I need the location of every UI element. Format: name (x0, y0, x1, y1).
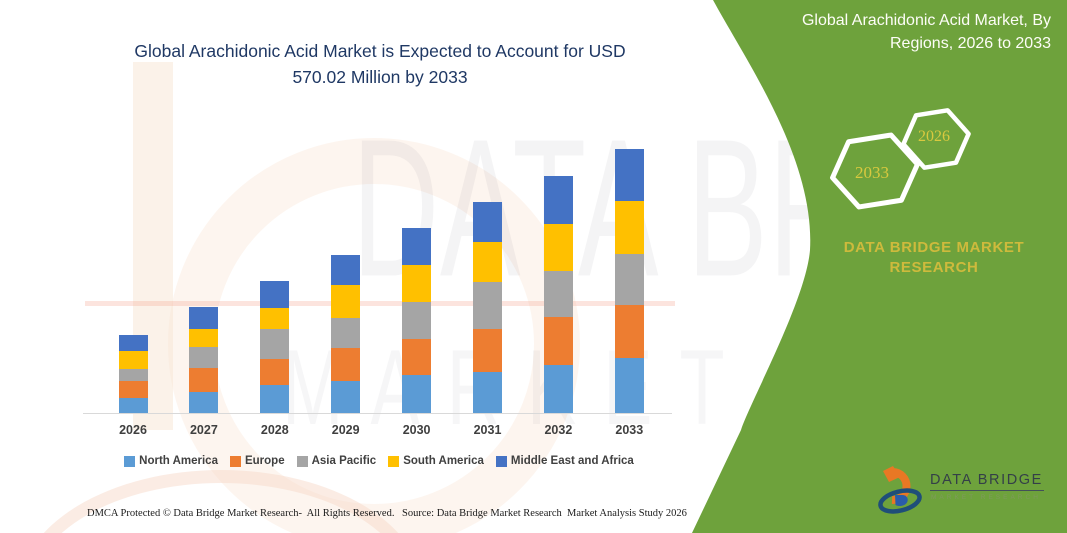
banner-heading-line2: Regions, 2026 to 2033 (889, 34, 1051, 52)
legend-label: Asia Pacific (311, 455, 377, 467)
footer-dmca-text: DMCA Protected © Data Bridge Market Rese… (87, 508, 395, 519)
watermark-pink-band (85, 301, 675, 306)
bar-segment (118, 335, 148, 351)
banner-heading-line1: Global Arachidonic Acid Market, By (801, 12, 1051, 29)
bar-segment (473, 372, 502, 413)
chart-title-line2: 570.02 Million by 2033 (292, 67, 468, 88)
bar-segment (402, 301, 432, 339)
stacked-bar-2030 (402, 228, 432, 413)
legend-swatch (296, 455, 308, 467)
x-axis-label: 2031 (473, 423, 502, 437)
legend-item: South America (388, 455, 484, 467)
hexagon-2033-label: 2033 (855, 163, 889, 182)
bar-chart-plot-area (83, 147, 675, 413)
stacked-bar-2026 (118, 335, 148, 413)
bar-segment (331, 254, 361, 286)
legend-item: North America (124, 455, 218, 467)
bar-segment (614, 201, 644, 255)
legend-item: Europe (229, 455, 285, 467)
x-axis-label: 2030 (402, 423, 431, 437)
bar-segment (118, 368, 148, 381)
stacked-bar-2027 (189, 307, 219, 413)
bar-segment (614, 149, 644, 202)
bar-segment (189, 328, 219, 348)
stacked-bar-2028 (260, 281, 290, 413)
banner-heading: Global Arachidonic Acid Market, By Regio… (751, 10, 1051, 55)
bar-segment (260, 307, 290, 330)
hexagon-2033 (830, 132, 920, 210)
x-axis-label: 2028 (260, 423, 289, 437)
footer-source-text: Source: Data Bridge Market Research Mark… (402, 508, 687, 519)
bar-segment (331, 317, 361, 348)
legend-swatch (495, 455, 507, 467)
legend-label: Europe (244, 455, 285, 467)
x-axis-label: 2027 (189, 423, 218, 437)
legend-label: Middle East and Africa (510, 455, 634, 467)
bar-segment (402, 265, 432, 302)
bar-segment (331, 285, 361, 318)
x-axis-label: 2026 (119, 423, 147, 437)
legend-swatch (388, 455, 400, 467)
bar-segment (402, 338, 432, 375)
bar-segment (614, 305, 644, 359)
bar-segment (189, 368, 219, 392)
bar-segment (189, 347, 219, 369)
stacked-bar-2033 (614, 149, 644, 413)
bar-segment (402, 374, 432, 413)
x-axis-label: 2029 (331, 423, 360, 437)
hexagon-2026-label: 2026 (918, 128, 950, 145)
legend-swatch (229, 455, 241, 467)
stacked-bar-2031 (473, 201, 502, 413)
bar-segment (331, 347, 361, 382)
bar-segment (614, 254, 644, 306)
logo-name-text: DATA BRIDGE (930, 472, 1043, 488)
chart-title: Global Arachidonic Acid Market is Expect… (118, 38, 642, 91)
bar-segment (260, 281, 290, 308)
bar-segment (118, 398, 148, 413)
bar-segment (473, 328, 502, 373)
x-axis-label: 2033 (615, 423, 644, 437)
hexagon-2026 (901, 108, 971, 170)
bar-segment (543, 270, 573, 318)
bar-segment (260, 358, 290, 386)
bar-segment (402, 228, 432, 266)
x-axis-line (83, 413, 672, 414)
stacked-bar-2029 (331, 254, 361, 413)
banner-brand-text: DATA BRIDGE MARKET RESEARCH (818, 238, 1050, 277)
logo-underline (930, 490, 1044, 491)
legend-label: South America (403, 455, 484, 467)
bar-segment (118, 380, 148, 399)
bar-segment (473, 201, 502, 242)
legend-item: Asia Pacific (296, 455, 377, 467)
x-axis-labels: 2026 2027 2028 2029 2030 2031 2032 2033 (83, 423, 675, 441)
chart-title-line1: Global Arachidonic Acid Market is Expect… (134, 41, 626, 61)
bar-segment (543, 175, 573, 224)
bar-segment (473, 241, 502, 282)
bar-segment (260, 385, 290, 413)
bar-segment (614, 358, 644, 413)
banner-brand-line2: RESEARCH (889, 258, 979, 276)
chart-legend: North America Europe Asia Pacific South Ame… (83, 455, 675, 467)
x-axis-label: 2032 (544, 423, 573, 437)
bar-segment (543, 365, 573, 413)
bar-segment (473, 281, 502, 329)
databridge-logo: DATA BRIDGE MARKET RESEARCH (878, 462, 1058, 520)
bar-segment (189, 391, 219, 413)
databridge-logo-icon (878, 466, 922, 514)
bar-segment (543, 317, 573, 366)
legend-label: North America (139, 455, 218, 467)
bar-segment (331, 381, 361, 413)
bar-segment (543, 223, 573, 271)
legend-item: Middle East and Africa (495, 455, 634, 467)
logo-subtitle-text: MARKET RESEARCH (931, 494, 1041, 501)
banner-brand-line1: DATA BRIDGE MARKET (843, 239, 1025, 256)
stacked-bar-2032 (543, 175, 573, 413)
legend-swatch (124, 455, 136, 467)
bar-segment (189, 307, 219, 329)
bar-segment (260, 329, 290, 359)
bar-segment (118, 350, 148, 369)
